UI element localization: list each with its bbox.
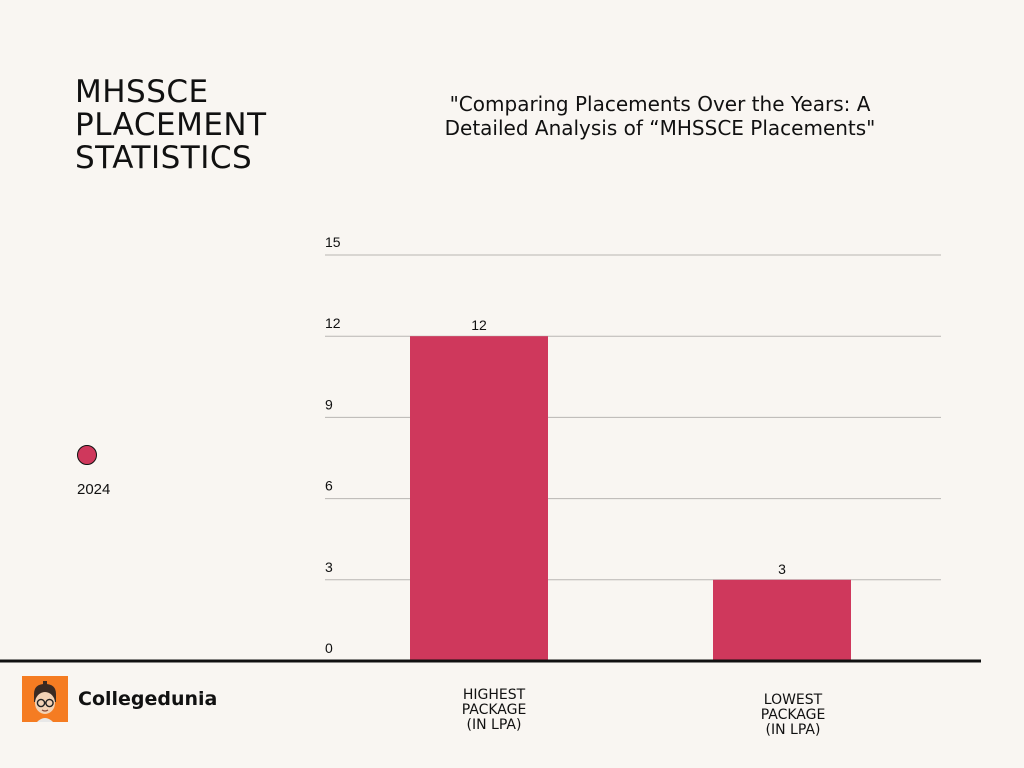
- title-line-3: STATISTICS: [75, 140, 253, 176]
- chart-subtitle: "Comparing Placements Over the Years: A …: [390, 92, 930, 140]
- category-label-highest: HIGHEST PACKAGE (IN LPA): [424, 688, 564, 733]
- category-label-line: PACKAGE: [760, 707, 826, 723]
- subtitle-line-2: Detailed Analysis of “MHSSCE Placements": [444, 116, 876, 140]
- y-tick-label: 6: [325, 478, 333, 494]
- bar: [713, 579, 851, 661]
- page-title: MHSSCE PLACEMENT STATISTICS: [75, 76, 267, 175]
- category-label-line: LOWEST: [763, 692, 823, 708]
- brand-name: Collegedunia: [78, 688, 218, 710]
- category-label-line: HIGHEST: [462, 687, 526, 703]
- data-label: 12: [471, 317, 487, 333]
- brand-logo-icon: [22, 676, 68, 722]
- y-tick-label: 9: [325, 396, 333, 412]
- legend-label: 2024: [77, 481, 111, 498]
- y-tick-label: 15: [325, 234, 341, 250]
- bar: [410, 336, 548, 661]
- title-line-1: MHSSCE: [75, 74, 209, 110]
- subtitle-line-1: "Comparing Placements Over the Years: A: [449, 92, 871, 116]
- category-label-line: (IN LPA): [466, 717, 522, 733]
- category-label-line: PACKAGE: [461, 702, 527, 718]
- title-line-2: PLACEMENT: [75, 107, 267, 143]
- legend-swatch: [77, 445, 97, 465]
- y-tick-label: 0: [325, 640, 333, 656]
- brand: Collegedunia: [22, 676, 217, 722]
- data-label: 3: [778, 561, 786, 577]
- category-label-line: (IN LPA): [765, 722, 821, 738]
- y-tick-label: 3: [325, 559, 333, 575]
- category-label-lowest: LOWEST PACKAGE (IN LPA): [723, 693, 863, 738]
- y-tick-label: 12: [325, 315, 341, 331]
